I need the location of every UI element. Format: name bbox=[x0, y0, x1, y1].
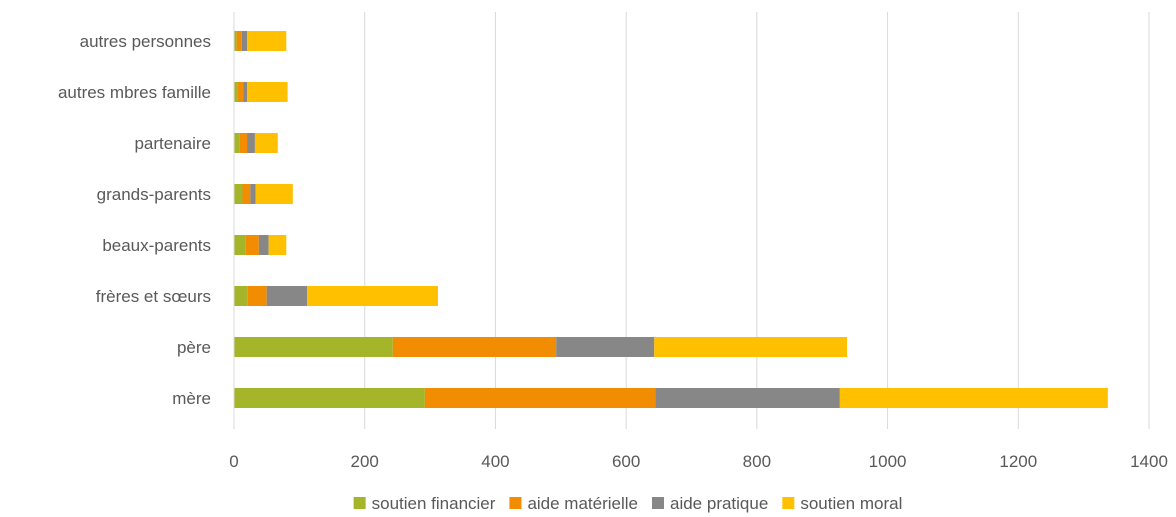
x-tick-label: 600 bbox=[612, 452, 640, 471]
bar-segment-0-2 bbox=[234, 286, 248, 306]
bar-segment-0-0 bbox=[234, 388, 425, 408]
bar-segment-2-4 bbox=[250, 184, 256, 204]
legend-item-3: soutien moral bbox=[782, 494, 902, 513]
category-label: beaux-parents bbox=[102, 236, 211, 255]
gridlines bbox=[364, 12, 1150, 429]
x-tick-label: 1000 bbox=[869, 452, 907, 471]
category-label: mère bbox=[172, 389, 211, 408]
legend-swatch bbox=[652, 497, 664, 509]
legend-label: aide pratique bbox=[670, 494, 768, 513]
bar-segment-2-7 bbox=[241, 31, 248, 51]
category-label: grands-parents bbox=[97, 185, 211, 204]
legend-swatch bbox=[782, 497, 795, 509]
legend-item-2: aide pratique bbox=[652, 494, 768, 513]
bar-segment-3-2 bbox=[307, 286, 438, 306]
category-label: frères et sœurs bbox=[96, 287, 211, 306]
legend-label: soutien moral bbox=[800, 494, 902, 513]
bar-segment-3-5 bbox=[254, 133, 278, 153]
bar-segment-3-7 bbox=[247, 31, 287, 51]
bar-segment-0-5 bbox=[234, 133, 240, 153]
bar-segment-2-6 bbox=[243, 82, 248, 102]
legend: soutien financier aide matérielle aide pra… bbox=[353, 494, 902, 513]
legend-item-0: soutien financier bbox=[353, 494, 496, 513]
bar-segment-0-1 bbox=[234, 337, 393, 357]
bar-segment-2-0 bbox=[655, 388, 840, 408]
x-tick-label: 1400 bbox=[1130, 452, 1168, 471]
bar-segment-2-3 bbox=[258, 235, 269, 255]
bar-segment-1-4 bbox=[242, 184, 251, 204]
bar-segment-1-6 bbox=[237, 82, 244, 102]
bar-segment-0-6 bbox=[234, 82, 238, 102]
bar-segment-3-4 bbox=[255, 184, 293, 204]
x-tick-label: 1200 bbox=[999, 452, 1037, 471]
bar-segment-1-2 bbox=[247, 286, 267, 306]
x-tick-label: 200 bbox=[351, 452, 379, 471]
bar-segment-0-7 bbox=[234, 31, 237, 51]
x-tick-label: 800 bbox=[743, 452, 771, 471]
bar-segment-2-2 bbox=[266, 286, 308, 306]
legend-label: soutien financier bbox=[372, 494, 496, 513]
bar-segment-1-7 bbox=[236, 31, 242, 51]
axes: 0 200 400 600 800 1000 1200 1400 mère père frères … bbox=[58, 12, 1168, 471]
legend-swatch bbox=[353, 497, 366, 509]
bar-segment-0-3 bbox=[234, 235, 246, 255]
legend-swatch bbox=[509, 497, 522, 509]
bar-segment-1-1 bbox=[392, 337, 557, 357]
category-label: partenaire bbox=[134, 134, 211, 153]
bars bbox=[234, 31, 1108, 408]
bar-segment-3-6 bbox=[247, 82, 288, 102]
category-label: autres mbres famille bbox=[58, 83, 211, 102]
bar-segment-1-3 bbox=[245, 235, 259, 255]
x-tick-label: 0 bbox=[229, 452, 238, 471]
category-label: autres personnes bbox=[80, 32, 211, 51]
bar-segment-3-0 bbox=[839, 388, 1108, 408]
bar-segment-1-0 bbox=[424, 388, 656, 408]
x-tick-label: 400 bbox=[481, 452, 509, 471]
legend-item-1: aide matérielle bbox=[509, 494, 638, 513]
legend-label: aide matérielle bbox=[527, 494, 638, 513]
category-label: père bbox=[177, 338, 211, 357]
bar-segment-1-5 bbox=[239, 133, 248, 153]
bar-segment-3-1 bbox=[654, 337, 848, 357]
bar-segment-2-1 bbox=[556, 337, 655, 357]
bar-segment-0-4 bbox=[234, 184, 243, 204]
bar-segment-3-3 bbox=[268, 235, 287, 255]
bar-segment-2-5 bbox=[247, 133, 255, 153]
